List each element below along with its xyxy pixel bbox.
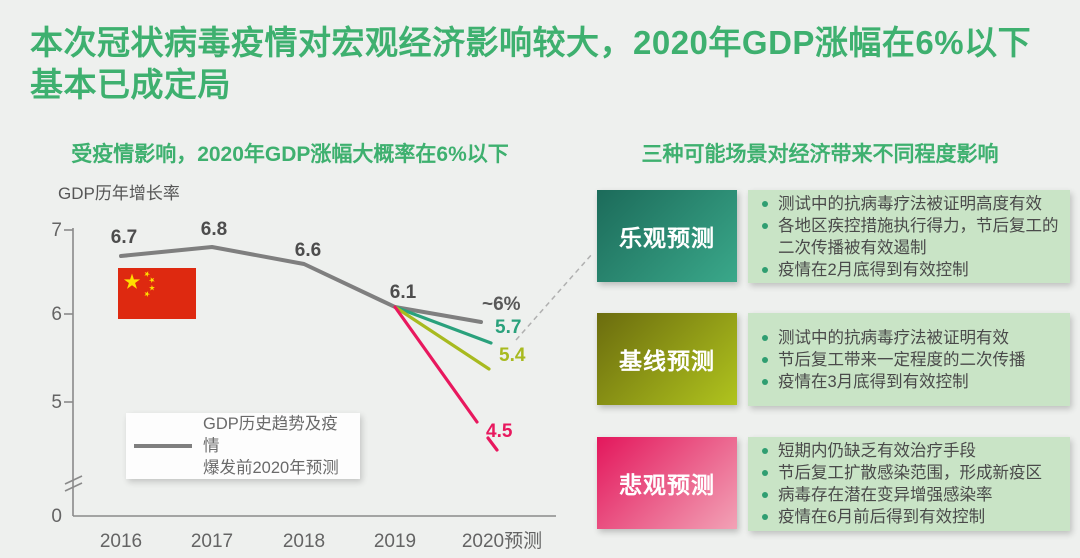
- scenario-bullet: 短期内仍缺乏有效治疗手段: [760, 440, 1042, 462]
- x-tick-label: 2017: [191, 531, 233, 552]
- y-tick-label: 5: [51, 392, 62, 413]
- x-tick-label: 2020预测: [462, 530, 542, 552]
- scenario-bullet: 各地区疾控措施执行得力，节后复工的二次传播被有效遏制: [760, 215, 1062, 259]
- bullet-dot: [762, 222, 768, 229]
- y-tick-label: 0: [51, 506, 62, 527]
- bullet-dot: [762, 514, 768, 520]
- china-flag-icon: [118, 268, 196, 319]
- legend-label: GDP历史趋势及疫情 爆发前2020年预测: [203, 414, 339, 478]
- chart-axis-title: GDP历年增长率: [58, 184, 180, 203]
- end-label-optimistic: 5.7: [495, 317, 521, 338]
- bullet-dot: [762, 334, 768, 341]
- chart-legend: GDP历史趋势及疫情 爆发前2020年预测: [126, 413, 360, 479]
- legend-line-swatch: [134, 444, 192, 448]
- series-pessimistic-line: [393, 305, 479, 424]
- series-historical-line: [119, 245, 483, 324]
- scenario-bullet: 疫情在2月底得到有效控制: [760, 259, 1062, 281]
- y-tick-label: 7: [51, 220, 62, 241]
- scenario-bullet: 病毒存在潜在变异增强感染率: [760, 484, 1042, 506]
- scenario-bullet: 节后复工带来一定程度的二次传播: [760, 349, 1026, 371]
- x-tick-label: 2019: [374, 531, 416, 552]
- x-tick-label: 2018: [283, 531, 325, 552]
- series-baseline-line: [393, 305, 491, 371]
- bullet-dot: [762, 200, 768, 207]
- bullet-dot: [762, 448, 768, 454]
- x-tick-label: 2016: [100, 531, 142, 552]
- right-scenarios-subtitle: 三种可能场景对经济带来不同程度影响: [641, 143, 999, 166]
- scenario-label-pessimistic: 悲观预测: [597, 437, 737, 529]
- axis-break-icon: [64, 475, 83, 485]
- gdp-line-chart: 7 6 5 0 2016 2017 2018 2019 2020预测 6.: [51, 219, 593, 552]
- scenario-panel-baseline: 测试中的抗病毒疗法被证明有效 节后复工带来一定程度的二次传播 疫情在3月底得到有…: [748, 313, 1070, 406]
- scenario-bullet: 疫情在3月底得到有效控制: [760, 371, 1026, 393]
- scenario-bullet: 测试中的抗病毒疗法被证明高度有效: [760, 193, 1062, 215]
- series-pessimistic-line-tail: [486, 436, 499, 452]
- point-label-2017: 6.8: [201, 219, 227, 240]
- scenario-bullet: 疫情在6月前后得到有效控制: [760, 506, 1042, 528]
- bullet-dot: [762, 470, 768, 476]
- scenario-label-optimistic: 乐观预测: [597, 190, 737, 282]
- end-label-historical: ~6%: [482, 294, 521, 315]
- end-label-baseline: 5.4: [499, 345, 526, 366]
- scenario-panel-pessimistic: 短期内仍缺乏有效治疗手段 节后复工扩散感染范围，形成新疫区 病毒存在潜在变异增强…: [748, 437, 1070, 531]
- scenario-bullet: 节后复工扩散感染范围，形成新疫区: [760, 462, 1042, 484]
- page-title: 本次冠状病毒疫情对宏观经济影响较大，2020年GDP涨幅在6%以下基本已成定局: [30, 24, 1032, 103]
- bullet-dot: [762, 492, 768, 498]
- scenario-panel-optimistic: 测试中的抗病毒疗法被证明高度有效 各地区疾控措施执行得力，节后复工的二次传播被有…: [748, 190, 1070, 283]
- scenario-bullet: 测试中的抗病毒疗法被证明有效: [760, 327, 1026, 349]
- bullet-dot: [762, 378, 768, 385]
- scenario-label-baseline: 基线预测: [597, 313, 737, 405]
- point-label-2018: 6.6: [295, 240, 321, 261]
- axis-break-icon: [64, 482, 83, 492]
- dashed-connector-line: [515, 253, 593, 341]
- point-label-2016: 6.7: [111, 227, 137, 248]
- end-label-pessimistic: 4.5: [486, 421, 513, 442]
- left-chart-subtitle: 受疫情影响，2020年GDP涨幅大概率在6%以下: [71, 143, 509, 166]
- series-optimistic-line: [393, 305, 493, 345]
- bullet-dot: [762, 356, 768, 363]
- point-label-2019: 6.1: [390, 282, 417, 303]
- y-tick-label: 6: [51, 304, 62, 325]
- bullet-dot: [762, 266, 768, 273]
